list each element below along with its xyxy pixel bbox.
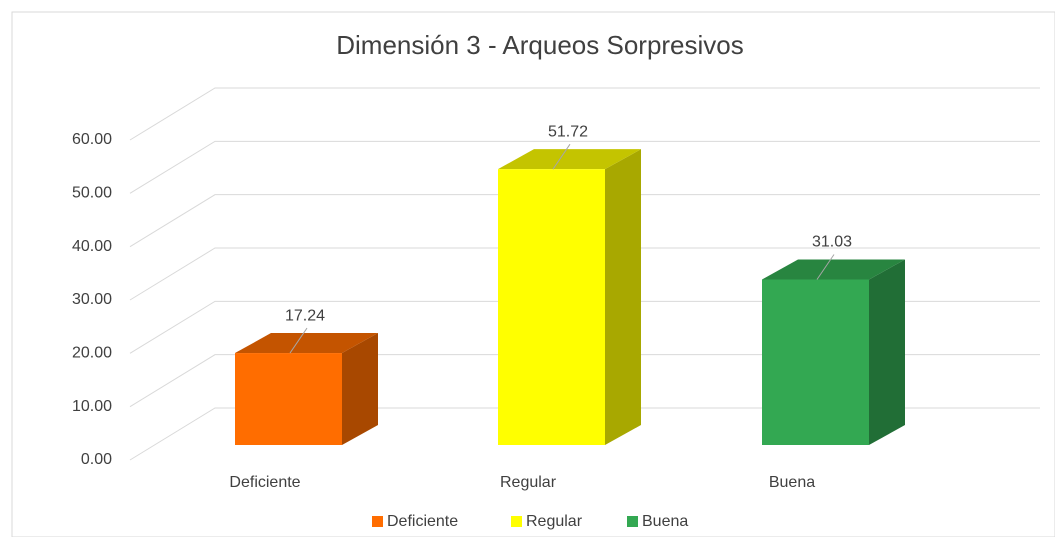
legend-swatch (511, 516, 522, 527)
grid-line (129, 87, 1040, 141)
chart-title: Dimensión 3 - Arqueos Sorpresivos (336, 30, 744, 60)
y-tick-label: 40.00 (72, 238, 112, 255)
grid-line (129, 140, 1040, 194)
legend-swatch (372, 516, 383, 527)
grid-line (129, 194, 1040, 248)
y-tick-label: 10.00 (72, 398, 112, 415)
bar-top (235, 333, 378, 354)
bar-top (762, 259, 905, 280)
legend-label: Buena (642, 513, 688, 530)
y-tick-label: 30.00 (72, 291, 112, 308)
leader-line (289, 327, 308, 354)
bar-side (605, 149, 641, 445)
leader-line (816, 254, 835, 280)
bar-top (498, 149, 641, 170)
y-tick-label: 0.00 (81, 451, 112, 468)
x-tick-label: Buena (769, 474, 815, 491)
legend-swatch (627, 516, 638, 527)
data-label: 17.24 (285, 307, 325, 324)
grid-line (129, 247, 1040, 301)
bar (235, 353, 342, 445)
bar-side (342, 333, 378, 445)
x-tick-label: Regular (500, 474, 557, 491)
x-tick-label: Deficiente (229, 474, 300, 491)
leader-line (552, 143, 571, 170)
legend-label: Deficiente (387, 513, 458, 530)
y-tick-label: 50.00 (72, 185, 112, 202)
data-label: 31.03 (812, 234, 852, 251)
y-tick-label: 60.00 (72, 131, 112, 148)
data-label: 51.72 (548, 123, 588, 140)
y-tick-label: 20.00 (72, 345, 112, 362)
bar (762, 279, 869, 445)
bar (498, 169, 605, 445)
legend-label: Regular (526, 513, 583, 530)
bar-side (869, 259, 905, 445)
